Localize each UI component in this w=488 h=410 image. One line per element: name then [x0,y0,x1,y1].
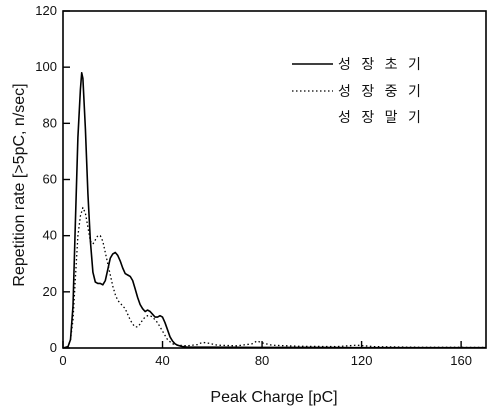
x-tick-label: 160 [450,353,472,368]
legend-label: 성 장 중 기 [338,84,424,100]
legend: 성 장 초 기성 장 중 기성 장 말 기 [292,57,424,126]
x-tick-label: 120 [351,353,373,368]
series-lines [62,72,487,349]
x-axis-title: Peak Charge [pC] [210,389,337,406]
y-tick-label: 20 [43,284,57,299]
x-tick-label: 80 [255,353,269,368]
y-tick-label: 80 [43,115,57,130]
y-tick-label: 40 [43,228,57,243]
series-line [62,72,486,349]
x-tick-label: 40 [155,353,169,368]
y-tick-label: 60 [43,172,57,187]
series-line [62,206,487,349]
y-axis-title: Repetition rate [>5pC, n/sec] [11,83,28,286]
ticks: 0 40 80 120 160 0 20 40 60 80 100 120 [35,3,472,368]
y-tick-label: 0 [50,340,57,355]
legend-label: 성 장 말 기 [338,110,424,126]
legend-label: 성 장 초 기 [338,57,424,73]
y-tick-label: 120 [35,3,57,18]
x-tick-label: 0 [59,353,66,368]
y-tick-label: 100 [35,59,57,74]
